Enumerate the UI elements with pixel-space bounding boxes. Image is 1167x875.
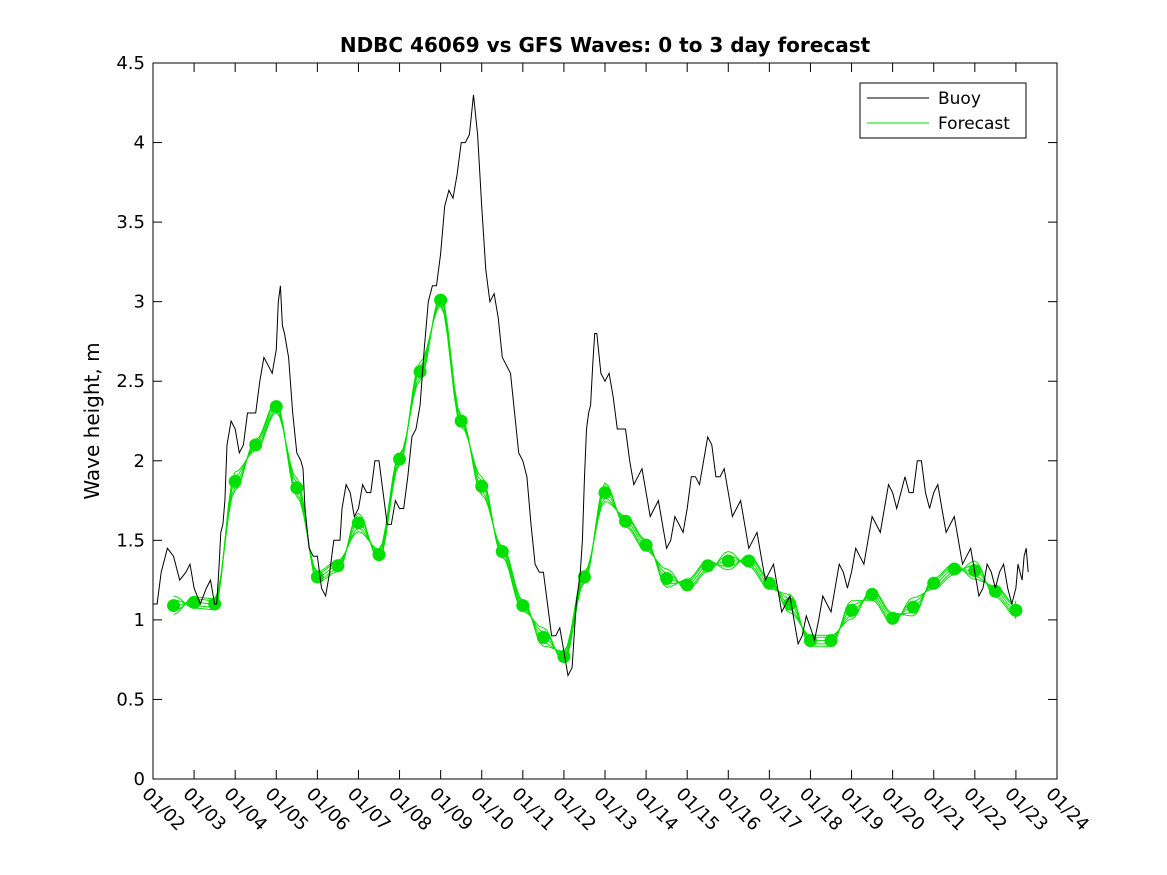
x-tick-label: 01/17 [754, 784, 806, 836]
plot-area [153, 63, 1057, 779]
forecast-point [413, 365, 427, 379]
x-tick-label: 01/07 [343, 784, 395, 836]
forecast-point [228, 474, 242, 488]
forecast-point [536, 630, 550, 644]
y-tick-label: 1.5 [116, 530, 145, 551]
forecast-point [824, 634, 838, 648]
forecast-point [865, 587, 879, 601]
forecast-point [742, 554, 756, 568]
forecast-point [249, 438, 263, 452]
forecast-point [639, 538, 653, 552]
forecast-point [660, 572, 674, 586]
forecast-point [475, 479, 489, 493]
forecast-point [187, 595, 201, 609]
forecast-point [557, 649, 571, 663]
forecast-point [516, 599, 530, 613]
forecast-point [434, 293, 448, 307]
forecast-point [619, 514, 633, 528]
forecast-point [495, 544, 509, 558]
x-tick-label: 01/16 [713, 784, 765, 836]
forecast-point [845, 603, 859, 617]
x-tick-label: 01/24 [1041, 784, 1093, 836]
forecast-point [680, 578, 694, 592]
forecast-point [947, 562, 961, 576]
x-tick-label: 01/03 [179, 784, 231, 836]
legend: Buoy Forecast [859, 82, 1027, 139]
forecast-point [269, 400, 283, 414]
forecast-point [351, 516, 365, 530]
y-tick-label: 1 [134, 610, 145, 631]
buoy-line [153, 94, 1029, 678]
forecast-point [598, 486, 612, 500]
x-tick-label: 01/06 [302, 784, 354, 836]
x-tick-label: 01/08 [384, 784, 436, 836]
y-tick-label: 0 [134, 769, 145, 790]
x-tick-label: 01/09 [425, 784, 477, 836]
forecast-point [701, 559, 715, 573]
chart-title: NDBC 46069 vs GFS Waves: 0 to 3 day fore… [340, 33, 871, 57]
forecast-point [927, 576, 941, 590]
forecast-point [290, 481, 304, 495]
x-tick-label: 01/22 [959, 784, 1011, 836]
legend-label-forecast: Forecast [938, 114, 1010, 134]
x-tick-label: 01/13 [589, 784, 641, 836]
y-tick-label: 3 [134, 292, 145, 313]
x-tick-label: 01/23 [1000, 784, 1052, 836]
forecast-point [1009, 603, 1023, 617]
y-axis-label: Wave height, m [80, 342, 104, 499]
forecast-point [886, 611, 900, 625]
forecast-point [454, 414, 468, 428]
forecast-point [721, 554, 735, 568]
y-tick-label: 2.5 [116, 371, 145, 392]
y-tick-label: 3.5 [116, 212, 145, 233]
x-tick-label: 01/10 [466, 784, 518, 836]
legend-label-buoy: Buoy [938, 89, 981, 109]
forecast-point [331, 559, 345, 573]
x-tick-label: 01/18 [795, 784, 847, 836]
y-tick-label: 2 [134, 451, 145, 472]
x-tick-label: 01/20 [877, 784, 929, 836]
forecast-point [577, 570, 591, 584]
forecast-point [906, 600, 920, 614]
forecast-point [310, 570, 324, 584]
x-tick-label: 01/21 [918, 784, 970, 836]
forecast-point [988, 584, 1002, 598]
x-tick-label: 01/02 [137, 784, 189, 836]
legend-box [859, 82, 1027, 139]
x-tick-label: 01/15 [672, 784, 724, 836]
forecast-point [372, 548, 386, 562]
forecast-point [167, 599, 181, 613]
x-tick-label: 01/04 [220, 784, 272, 836]
forecast-point [762, 576, 776, 590]
y-tick-label: 0.5 [116, 689, 145, 710]
y-tick-label: 4 [134, 133, 145, 154]
forecast-point [783, 597, 797, 611]
x-tick-label: 01/19 [836, 784, 888, 836]
x-tick-label: 01/12 [548, 784, 600, 836]
x-tick-label: 01/05 [261, 784, 313, 836]
x-tick-label: 01/14 [631, 784, 683, 836]
x-tick-label: 01/11 [507, 784, 559, 836]
y-tick-label: 4.5 [116, 53, 145, 74]
forecast-point [393, 452, 407, 466]
